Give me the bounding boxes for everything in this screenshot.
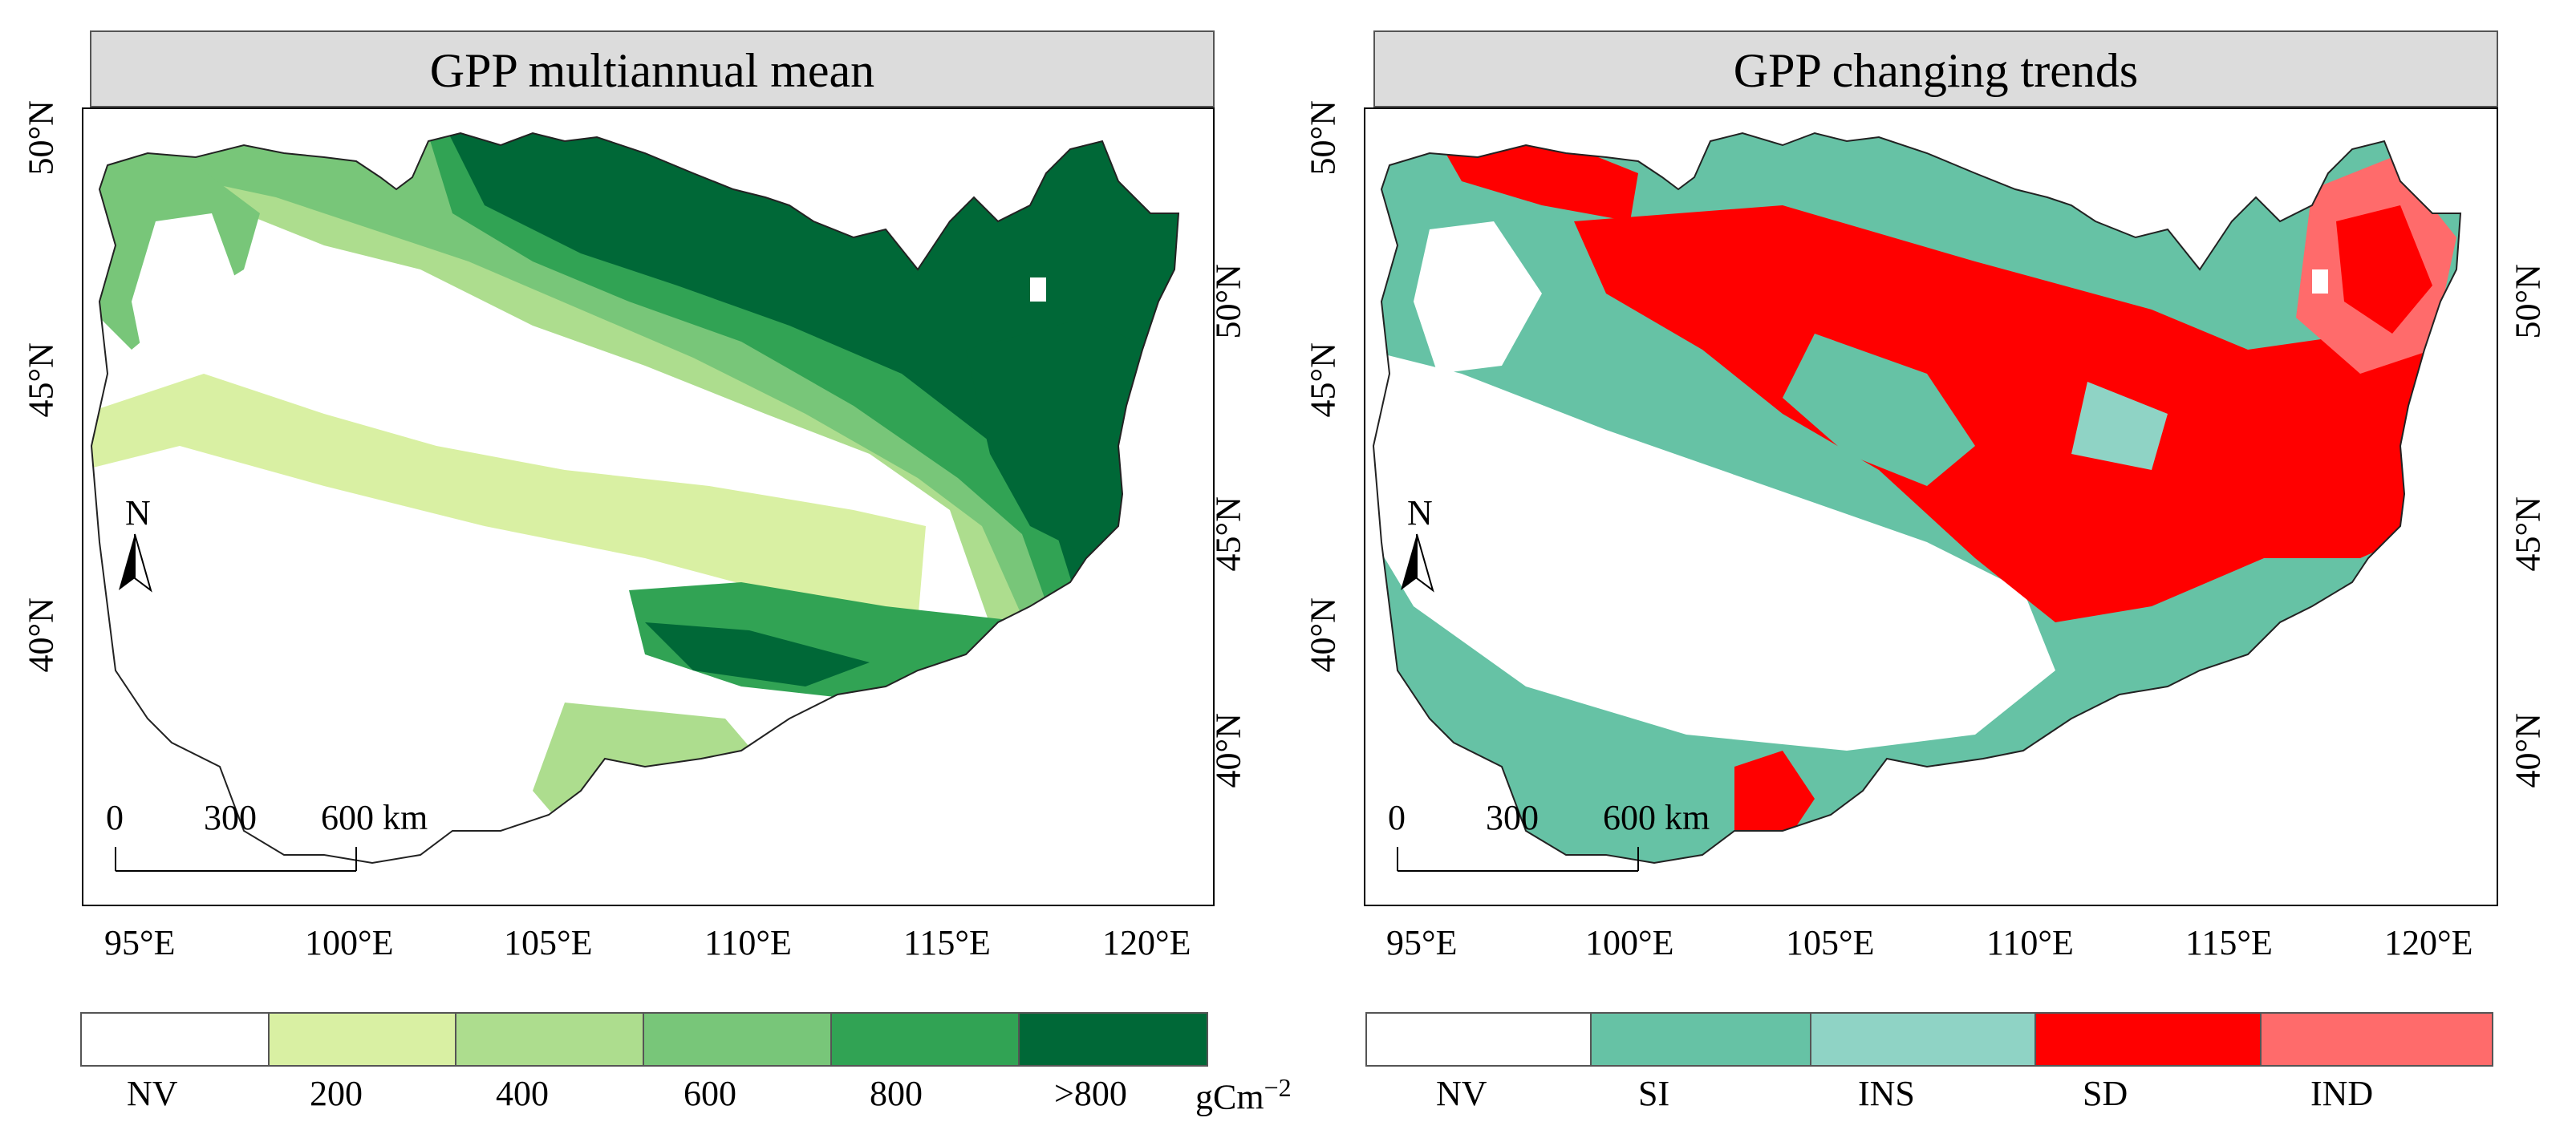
left-scale-label-0: 0 <box>106 798 124 837</box>
right-lat-45-left: 45°N <box>1303 342 1343 418</box>
right-lon-115: 115°E <box>2185 923 2273 962</box>
right-lat-50-right: 50°N <box>2508 264 2548 339</box>
left-lat-45-left: 45°N <box>21 342 61 418</box>
left-gpp-raster <box>91 133 1178 863</box>
left-lon-110: 110°E <box>704 923 792 962</box>
right-scale-label-0: 0 <box>1388 798 1406 837</box>
left-lat-40-left: 40°N <box>21 597 61 673</box>
left-map <box>90 132 1180 872</box>
right-trend-raster <box>1373 133 2460 863</box>
right-legend-label-ins: INS <box>1858 1074 1915 1113</box>
right-map-frame: N 0 300 600 km <box>1364 107 2498 906</box>
left-lat-40-right: 40°N <box>1208 713 1248 788</box>
left-legend-label-800: 800 <box>870 1074 923 1113</box>
right-lon-100: 100°E <box>1585 923 1674 962</box>
left-lon-100: 100°E <box>305 923 394 962</box>
right-lat-40-right: 40°N <box>2508 713 2548 788</box>
right-lon-105: 105°E <box>1786 923 1875 962</box>
left-scale-label-300: 300 <box>204 798 257 837</box>
left-legend-label-600: 600 <box>684 1074 736 1113</box>
left-legend-unit: gCm−2 <box>1195 1073 1292 1117</box>
left-legend-swatch-400 <box>456 1014 645 1065</box>
left-lat-50-right: 50°N <box>1208 264 1248 339</box>
left-legend-swatch-gt800 <box>1019 1014 1207 1065</box>
right-legend-label-nv: NV <box>1436 1074 1487 1113</box>
right-region-boundary <box>1372 132 2462 865</box>
left-lon-115: 115°E <box>903 923 991 962</box>
right-legend-swatch-ins <box>1811 1014 2037 1065</box>
right-scale-label-300: 300 <box>1486 798 1539 837</box>
left-legend-swatch-600 <box>644 1014 832 1065</box>
left-legend-label-400: 400 <box>496 1074 549 1113</box>
right-lat-50-left: 50°N <box>1303 100 1343 176</box>
right-legend-label-sd: SD <box>2083 1074 2128 1113</box>
right-scale-label-600: 600 km <box>1603 798 1710 837</box>
left-legend-label-200: 200 <box>310 1074 363 1113</box>
right-legend-swatch-ind <box>2261 1014 2492 1065</box>
right-scale-bar <box>1397 847 1639 872</box>
left-region-boundary <box>90 132 1180 865</box>
right-lon-95: 95°E <box>1386 923 1458 962</box>
right-north-label: N <box>1407 493 1433 533</box>
left-panel-title: GPP multiannual mean <box>90 30 1215 107</box>
right-legend-label-si: SI <box>1638 1074 1670 1113</box>
left-legend-bar <box>80 1012 1208 1067</box>
left-legend-label-nv: NV <box>127 1074 178 1113</box>
right-lat-40-left: 40°N <box>1303 597 1343 673</box>
right-north-arrow-icon <box>1401 533 1434 593</box>
right-panel-title: GPP changing trends <box>1373 30 2498 107</box>
right-lat-45-right: 45°N <box>2508 496 2548 572</box>
left-lon-95: 95°E <box>104 923 176 962</box>
right-legend-bar <box>1365 1012 2493 1067</box>
left-legend-label-gt800: >800 <box>1054 1074 1127 1113</box>
right-legend-label-ind: IND <box>2310 1074 2374 1113</box>
left-north-arrow-icon <box>119 533 152 593</box>
left-lat-45-right: 45°N <box>1208 496 1248 572</box>
right-legend-swatch-sd <box>2036 1014 2262 1065</box>
left-scale-bar <box>115 847 357 872</box>
right-legend-swatch-si <box>1592 1014 1811 1065</box>
left-lon-105: 105°E <box>504 923 593 962</box>
left-scale-label-600: 600 km <box>321 798 428 837</box>
left-legend-swatch-nv <box>82 1014 270 1065</box>
right-lon-110: 110°E <box>1986 923 2074 962</box>
left-legend-swatch-800 <box>831 1014 1020 1065</box>
right-map <box>1372 132 2462 872</box>
left-map-frame: N 0 300 600 km <box>82 107 1215 906</box>
right-legend-swatch-nv <box>1367 1014 1592 1065</box>
left-north-label: N <box>125 493 151 533</box>
left-lat-50-left: 50°N <box>21 100 61 176</box>
right-lon-120: 120°E <box>2384 923 2473 962</box>
left-legend-swatch-200 <box>269 1014 457 1065</box>
left-lon-120: 120°E <box>1102 923 1191 962</box>
